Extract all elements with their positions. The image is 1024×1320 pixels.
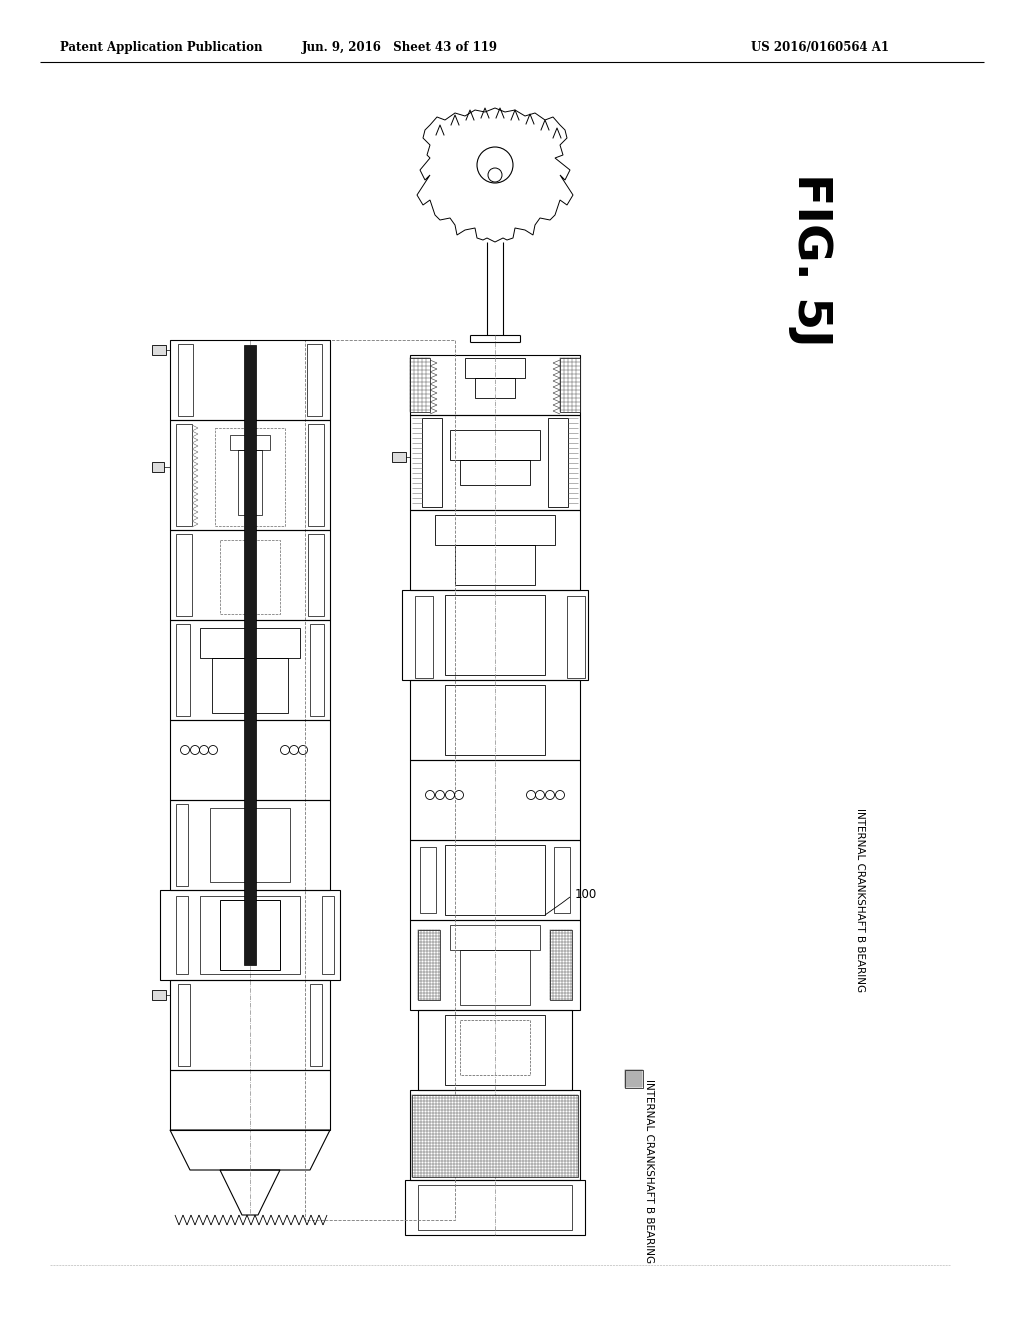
Bar [170,800,330,890]
Bar [560,358,580,412]
Bar [170,420,330,531]
Bar [567,597,585,678]
Bar [410,680,580,760]
Text: Patent Application Publication: Patent Application Publication [60,41,262,54]
Bar [212,657,288,713]
Bar [220,900,280,970]
Bar [322,896,334,974]
Bar [170,719,330,800]
Bar [220,540,280,614]
Bar [392,451,406,462]
Bar [238,450,262,515]
Bar [415,597,433,678]
Bar [410,760,580,840]
Text: 100: 100 [575,888,597,902]
Bar [152,345,166,355]
Bar [475,378,515,399]
Bar [215,428,285,525]
Bar [310,983,322,1067]
Bar [548,418,568,507]
Bar [244,345,256,965]
Bar [310,624,324,715]
Bar [450,925,540,950]
Bar [170,1071,330,1130]
Bar [307,345,322,416]
Bar [418,931,440,1001]
Bar [406,1180,585,1236]
Bar [305,341,455,1220]
Bar [625,1071,643,1088]
Text: FIG. 5J: FIG. 5J [787,173,833,347]
Bar [420,847,436,913]
Bar [230,436,270,450]
Bar [445,685,545,755]
Bar [410,414,580,510]
Bar [152,990,166,1001]
Bar [550,931,572,1001]
Bar [410,1090,580,1180]
Bar [160,890,340,979]
Bar [210,808,290,882]
Bar [170,620,330,719]
Bar [176,424,193,525]
Bar [460,459,530,484]
Bar [152,462,164,473]
Bar [176,535,193,616]
Text: Jun. 9, 2016   Sheet 43 of 119: Jun. 9, 2016 Sheet 43 of 119 [302,41,498,54]
Bar [176,896,188,974]
Bar [418,1010,572,1090]
Bar [445,595,545,675]
Bar [308,424,324,525]
Bar [445,845,545,915]
Bar [170,531,330,620]
Bar [410,510,580,590]
Text: INTERNAL CRANKSHAFT B BEARING: INTERNAL CRANKSHAFT B BEARING [855,808,865,993]
Bar [410,920,580,1010]
Bar [410,358,430,412]
Bar [308,535,324,616]
Bar [554,847,570,913]
Bar [465,358,525,378]
Bar [412,1096,578,1177]
Bar [200,628,300,657]
Bar [176,804,188,886]
Bar [170,979,330,1071]
Bar [410,840,580,920]
Bar [176,624,190,715]
Bar [422,418,442,507]
Bar [170,341,330,420]
Bar [410,355,580,414]
Bar [402,590,588,680]
Bar [460,950,530,1005]
Bar [418,1185,572,1230]
Text: INTERNAL CRANKSHAFT B BEARING: INTERNAL CRANKSHAFT B BEARING [644,1078,654,1263]
Bar [178,983,190,1067]
Bar [435,515,555,545]
Text: US 2016/0160564 A1: US 2016/0160564 A1 [751,41,889,54]
Bar [178,345,193,416]
Bar [455,545,535,585]
Bar [445,1015,545,1085]
Bar [460,1020,530,1074]
Bar [200,896,300,974]
Bar [450,430,540,459]
